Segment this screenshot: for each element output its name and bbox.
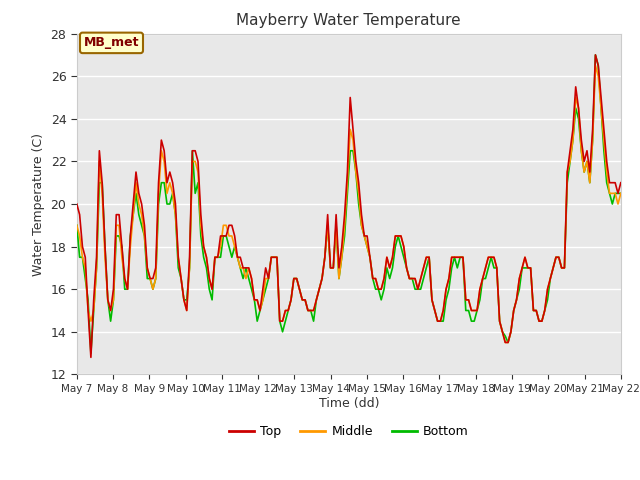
Text: MB_met: MB_met: [84, 36, 140, 49]
Title: Mayberry Water Temperature: Mayberry Water Temperature: [237, 13, 461, 28]
Legend: Top, Middle, Bottom: Top, Middle, Bottom: [224, 420, 474, 443]
Y-axis label: Water Temperature (C): Water Temperature (C): [32, 132, 45, 276]
X-axis label: Time (dd): Time (dd): [319, 397, 379, 410]
